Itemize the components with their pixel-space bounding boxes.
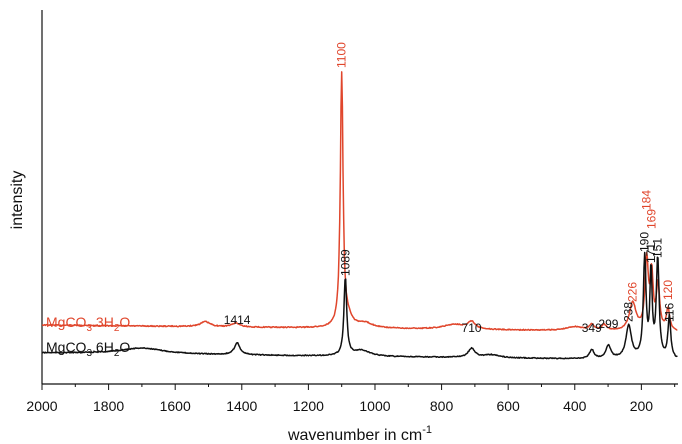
peak-label: 299 xyxy=(598,317,618,331)
x-tick-label: 1800 xyxy=(93,398,124,414)
x-axis-title: wavenumber in cm-1 xyxy=(287,424,432,444)
peak-label: 1089 xyxy=(338,249,352,276)
peak-label: 169 xyxy=(645,209,659,229)
peak-label: 190 xyxy=(638,232,652,252)
peak-label: 226 xyxy=(626,282,640,302)
peak-label: 171 xyxy=(644,243,658,263)
x-tick-label: 400 xyxy=(563,398,587,414)
y-axis-title: intensity xyxy=(9,171,26,230)
peak-label: 1414 xyxy=(224,313,251,327)
x-tick-label: 200 xyxy=(630,398,654,414)
x-tick-label: 1400 xyxy=(226,398,257,414)
series-label: MgCO3.3H2O xyxy=(46,314,130,334)
spectra xyxy=(41,71,678,360)
peak-label: 710 xyxy=(462,321,482,335)
peak-label: 116 xyxy=(662,303,676,322)
series-labels: MgCO3.3H2O MgCO3.6H2O xyxy=(46,314,130,359)
peak-label: 151 xyxy=(651,238,665,258)
axes: 2000 1800 1600 1400 1200 1000 800 600 400 200 wave… xyxy=(9,10,678,444)
x-tick-label: 1000 xyxy=(359,398,390,414)
x-tick-label: 600 xyxy=(496,398,520,414)
x-tick-label: 1200 xyxy=(293,398,324,414)
series-label: MgCO3.6H2O xyxy=(46,339,130,359)
x-tick-label: 1600 xyxy=(160,398,191,414)
x-tick-label: 800 xyxy=(430,398,454,414)
peak-label: 238 xyxy=(622,302,636,322)
peak-label: 349 xyxy=(582,321,602,335)
peak-label: 1100 xyxy=(335,42,349,68)
spectrum-line-trihydrate xyxy=(41,71,678,332)
x-tick-label: 2000 xyxy=(26,398,57,414)
peak-label: 184 xyxy=(640,190,654,210)
peak-label: 120 xyxy=(661,280,675,300)
spectrum-line-hexahydrate xyxy=(41,251,678,360)
